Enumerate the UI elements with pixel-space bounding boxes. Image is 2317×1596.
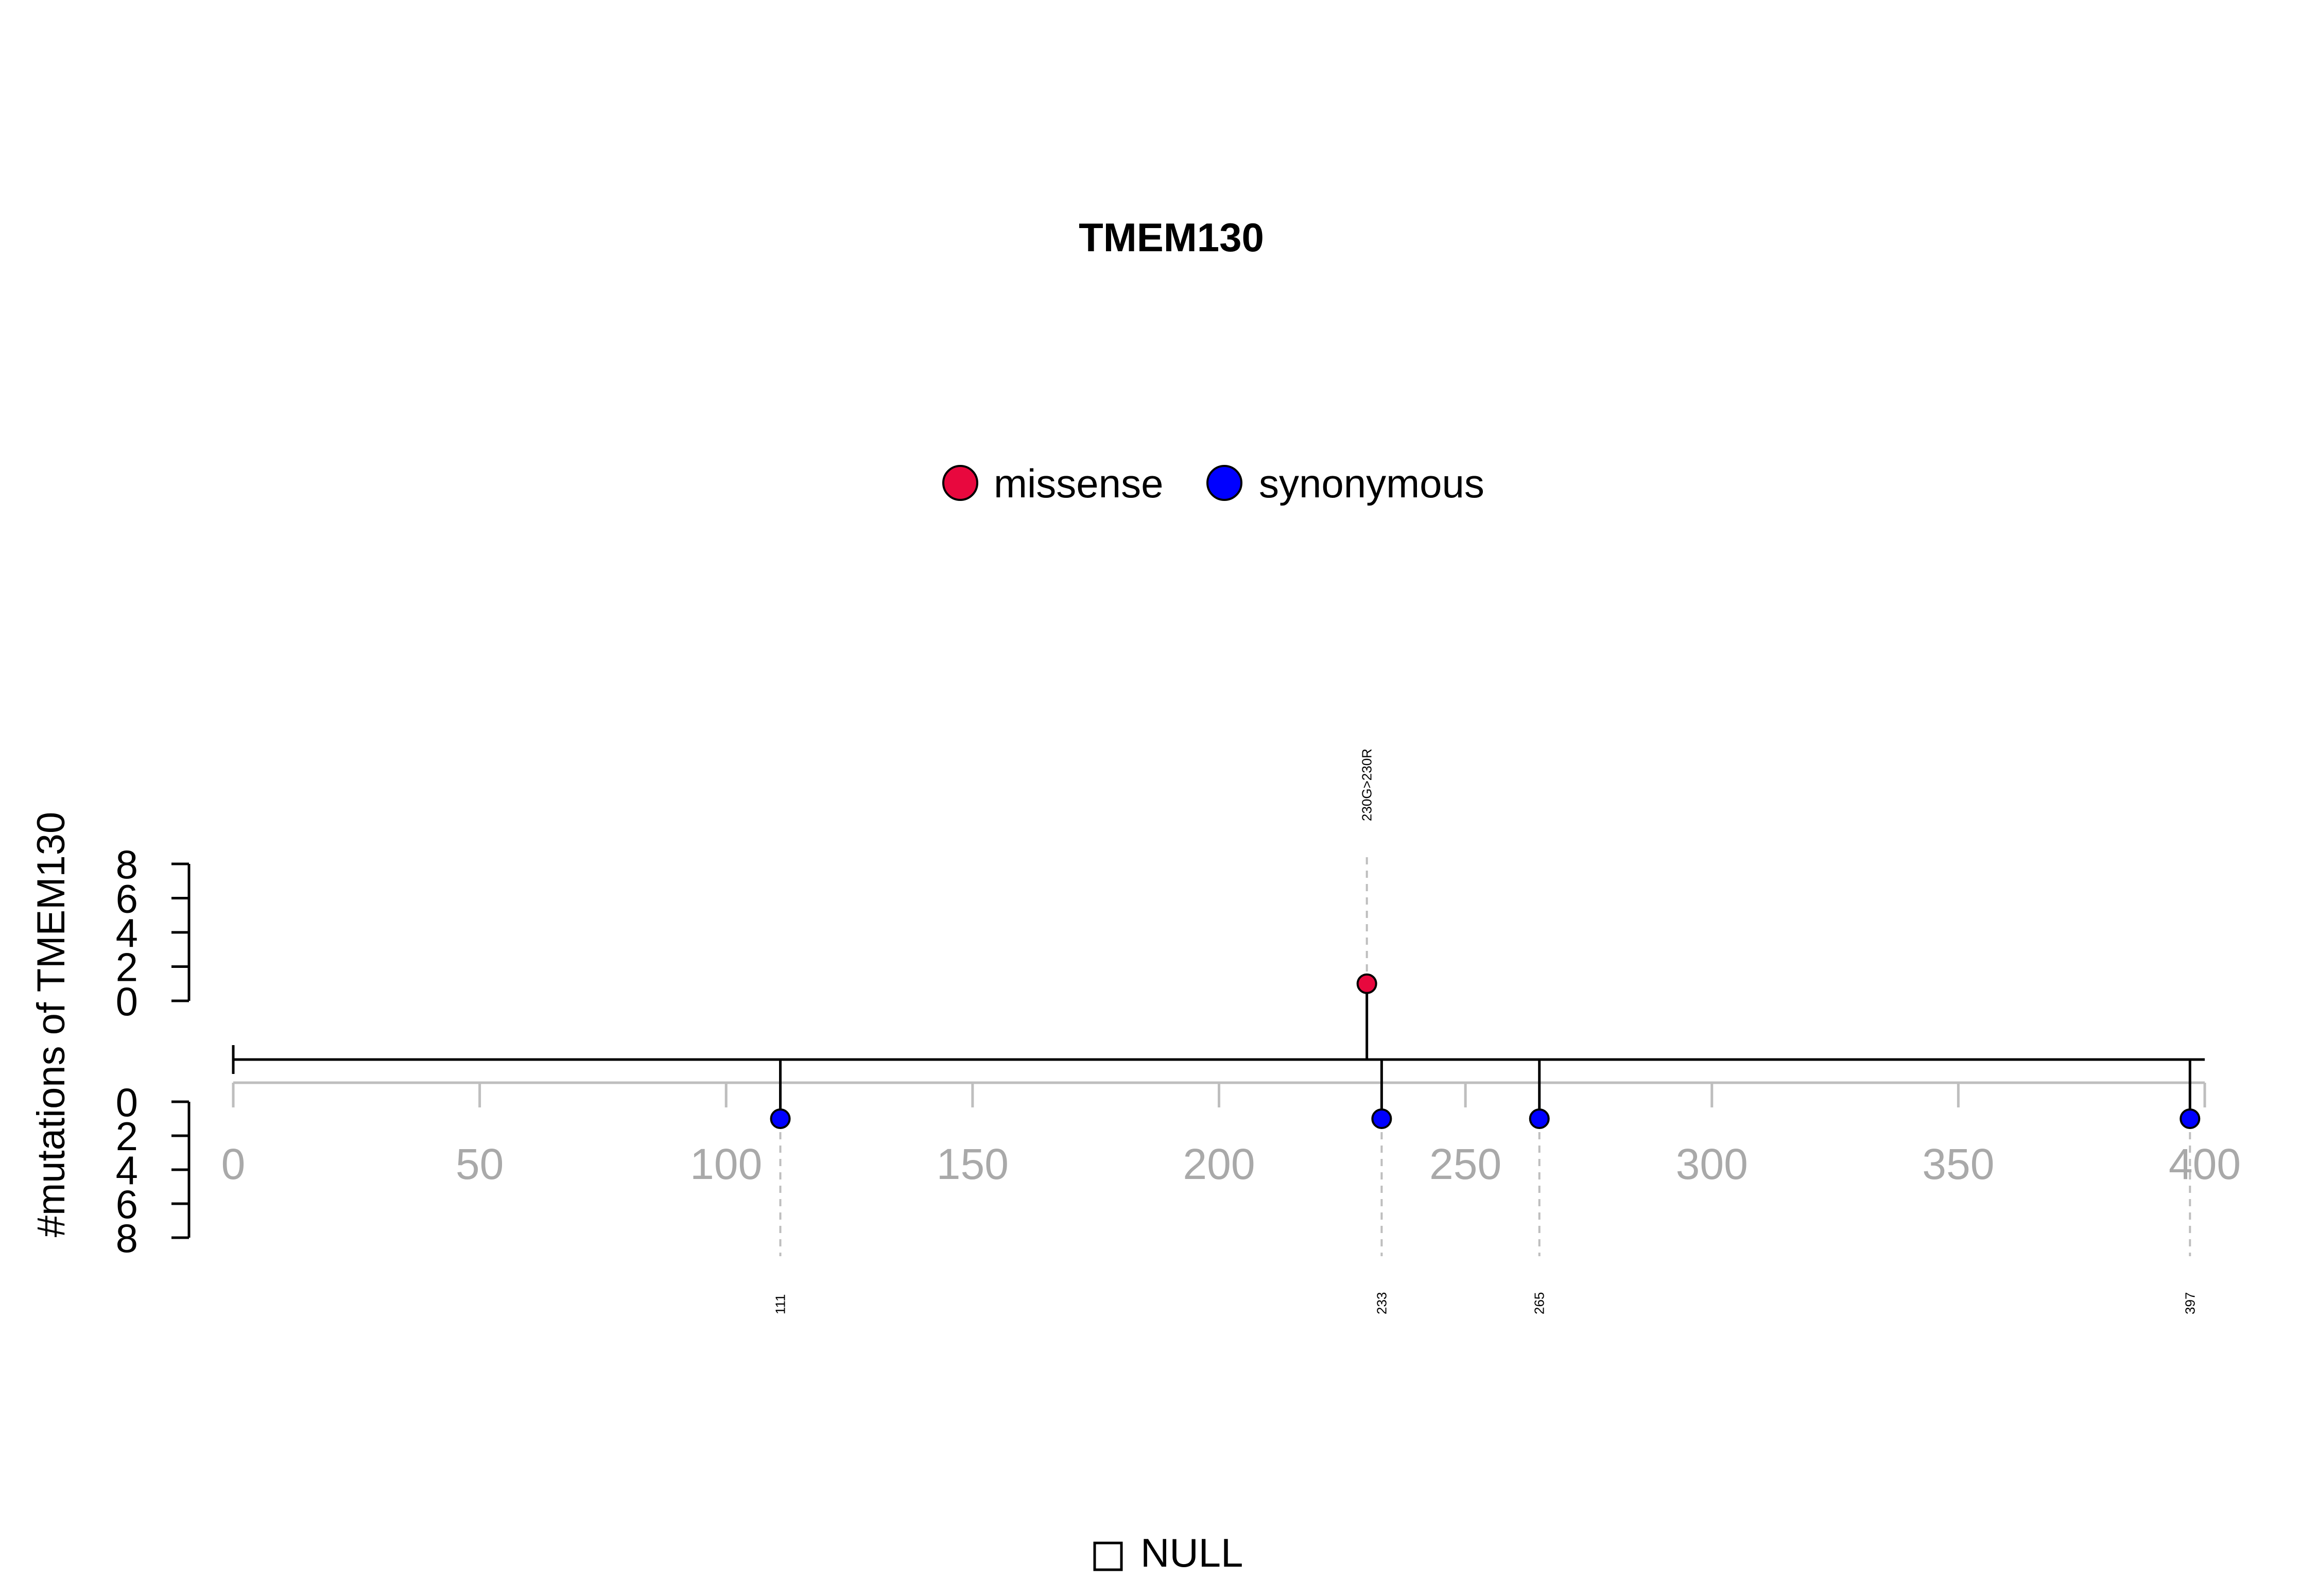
mutation-label: 397	[2182, 1292, 2198, 1314]
x-tick-label: 300	[1676, 1140, 1748, 1188]
legend-label-synonymous: synonymous	[1259, 461, 1484, 506]
lollipop-head-missense	[1356, 973, 1377, 994]
lower-y-tick-label: 6	[116, 1182, 138, 1227]
legend-marker-synonymous	[1206, 465, 1242, 501]
legend-label-missense: missense	[994, 461, 1163, 506]
lollipop-head-synonymous	[2180, 1108, 2201, 1129]
x-tick-label: 250	[1429, 1140, 1501, 1188]
x-tick-label: 200	[1183, 1140, 1255, 1188]
mutation-label: 111	[773, 1294, 788, 1314]
lower-y-tick-label: 0	[116, 1080, 138, 1125]
upper-y-tick-label: 0	[116, 979, 138, 1024]
mutation-label: 233	[1374, 1292, 1389, 1314]
upper-y-tick-label: 4	[116, 910, 138, 956]
y-axis-label: #mutations of TMEM130	[29, 812, 73, 1238]
x-tick-label: 0	[221, 1140, 246, 1188]
mutation-label: 265	[1532, 1292, 1547, 1314]
lollipop-head-synonymous	[1371, 1108, 1392, 1129]
legend-marker-missense	[942, 465, 978, 501]
upper-y-tick-label: 8	[116, 842, 138, 887]
lollipop-head-synonymous	[1529, 1108, 1550, 1129]
domain-legend: NULL	[1093, 1530, 1243, 1575]
lollipops: 230G>230R 111 233 265 397	[770, 749, 2201, 1314]
upper-y-tick-label: 2	[116, 945, 138, 990]
domain-legend-swatch	[1093, 1541, 1123, 1571]
mutation-label: 230G>230R	[1359, 749, 1375, 821]
x-axis: 0 50 100 150 200 250 300 350 400	[221, 1081, 2241, 1188]
legend: missense synonymous	[942, 461, 1484, 506]
lollipop-head-synonymous	[770, 1108, 791, 1129]
lower-y-tick-label: 2	[116, 1114, 138, 1159]
x-tick-label: 400	[2169, 1140, 2241, 1188]
x-tick-label: 50	[456, 1140, 504, 1188]
chart-title: TMEM130	[1079, 215, 1264, 260]
x-tick-label: 350	[1922, 1140, 1994, 1188]
domain-legend-label: NULL	[1140, 1530, 1243, 1575]
upper-y-tick-label: 6	[116, 876, 138, 922]
x-tick-label: 100	[690, 1140, 762, 1188]
x-tick-label: 150	[937, 1140, 1009, 1188]
lower-y-tick-label: 8	[116, 1216, 138, 1261]
lower-y-tick-label: 4	[116, 1148, 138, 1193]
